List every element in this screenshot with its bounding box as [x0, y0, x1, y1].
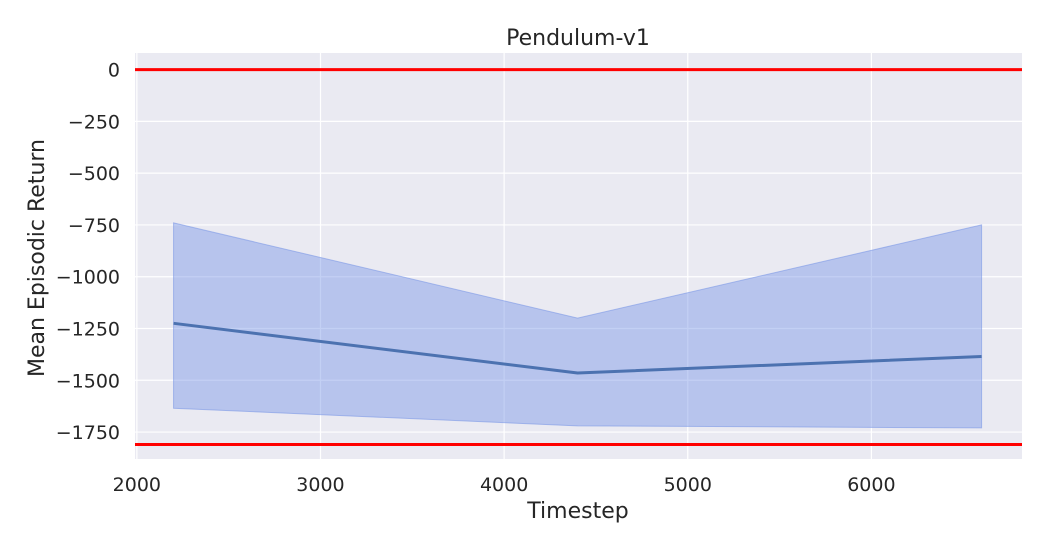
mean-return-line	[173, 321, 982, 375]
x-tick-label: 5000	[664, 474, 712, 496]
y-tick-label: −1750	[56, 422, 120, 444]
x-tick-label: 3000	[296, 474, 344, 496]
y-tick-label: −750	[68, 215, 120, 237]
y-tick-labels: 0 −250 −500 −750 −1000 −1250 −1500 −1750	[56, 60, 120, 445]
x-tick-label: 2000	[113, 474, 161, 496]
x-axis-label: Timestep	[526, 499, 628, 524]
y-tick-label: −1000	[56, 267, 120, 289]
y-axis-label: Mean Episodic Return	[25, 139, 50, 377]
x-tick-labels: 2000 3000 4000 5000 6000	[113, 474, 896, 496]
reference-lines	[135, 68, 1022, 446]
y-tick-label: 0	[108, 60, 120, 82]
y-tick-label: −1250	[56, 319, 120, 341]
y-tick-label: −1500	[56, 370, 120, 392]
grid-lines	[135, 53, 1022, 459]
y-tick-label: −250	[68, 111, 120, 133]
x-tick-label: 6000	[847, 474, 895, 496]
plot-background	[135, 53, 1022, 459]
confidence-band	[173, 222, 983, 429]
y-tick-label: −500	[68, 163, 120, 185]
chart-title: Pendulum-v1	[506, 26, 650, 51]
x-tick-label: 4000	[480, 474, 528, 496]
